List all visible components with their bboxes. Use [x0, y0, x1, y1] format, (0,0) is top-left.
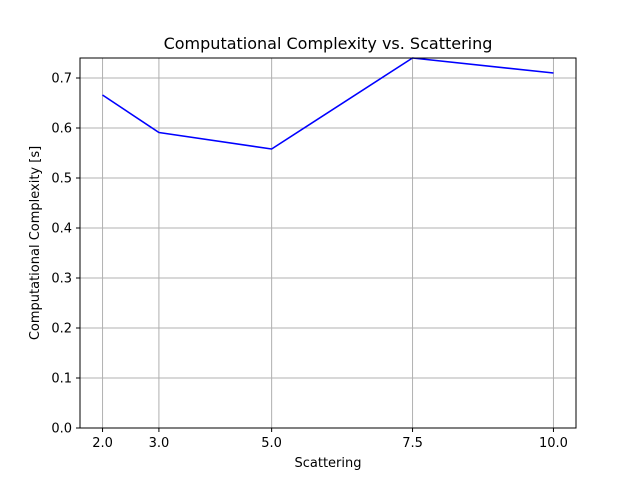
- x-axis-label: Scattering: [294, 456, 361, 471]
- series-line: [102, 57, 554, 150]
- x-tick-label: 7.5: [402, 436, 423, 451]
- x-tick-label: 3.0: [149, 436, 170, 451]
- chart-title: Computational Complexity vs. Scattering: [164, 34, 493, 53]
- y-tick-label: 0.7: [51, 72, 72, 87]
- plot-frame: [79, 57, 577, 429]
- y-tick-label: 0.6: [51, 122, 72, 137]
- y-tick-label: 0.5: [51, 172, 72, 187]
- y-ticks: 0.0 0.1 0.2 0.3 0.4 0.5 0.6 0.7: [51, 72, 80, 437]
- x-tick-label: 2.0: [92, 436, 113, 451]
- y-tick-label: 0.4: [51, 222, 72, 237]
- y-tick-label: 0.1: [51, 372, 72, 387]
- y-tick-label: 0.3: [51, 272, 72, 287]
- x-tick-label: 10.0: [539, 436, 568, 451]
- x-ticks: 2.0 3.0 5.0 7.5 10.0: [92, 428, 568, 451]
- y-tick-label: 0.0: [51, 422, 72, 437]
- series-group: [102, 57, 554, 150]
- x-tick-label: 5.0: [261, 436, 282, 451]
- y-axis-label: Computational Complexity [s]: [28, 146, 43, 340]
- y-tick-label: 0.2: [51, 322, 72, 337]
